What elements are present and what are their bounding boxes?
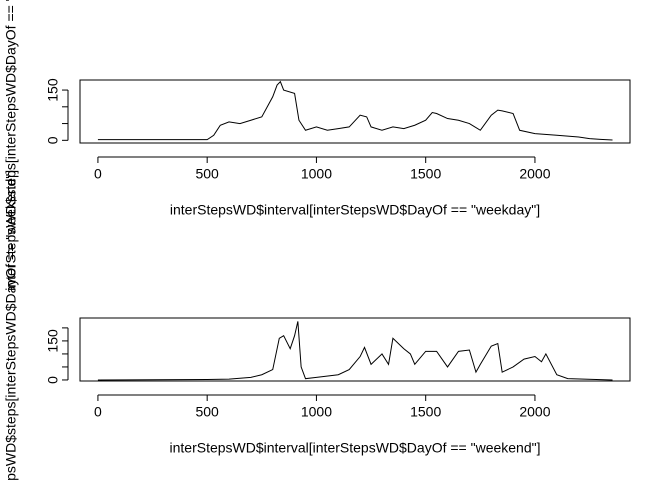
y-tick-label: 0 bbox=[45, 136, 61, 144]
x-axis-label: interStepsWD$interval[interStepsWD$DayOf… bbox=[170, 440, 541, 456]
x-axis-label: interStepsWD$interval[interStepsWD$DayOf… bbox=[170, 202, 540, 218]
line-series bbox=[97, 80, 613, 141]
x-tick-label: 1500 bbox=[410, 404, 441, 420]
y-tick-label: 150 bbox=[45, 78, 61, 102]
x-tick-label: 0 bbox=[94, 166, 102, 182]
x-tick-label: 1000 bbox=[301, 166, 332, 182]
y-axis-label: interStepsWD$steps[interStepsWD$DayOf ==… bbox=[3, 170, 19, 480]
x-tick-label: 0 bbox=[94, 404, 102, 420]
plot-box bbox=[79, 79, 631, 144]
y-tick-label: 150 bbox=[45, 329, 61, 353]
x-tick-label: 500 bbox=[195, 404, 219, 420]
plot-box bbox=[79, 317, 631, 382]
x-tick-label: 500 bbox=[195, 166, 219, 182]
line-series bbox=[97, 321, 613, 381]
x-tick-label: 2000 bbox=[519, 404, 550, 420]
y-axis-label: interStepsWD$steps[interStepsWD$DayOf ==… bbox=[3, 0, 19, 291]
x-tick-label: 1500 bbox=[410, 166, 441, 182]
y-tick-label: 0 bbox=[45, 376, 61, 384]
x-tick-label: 1000 bbox=[301, 404, 332, 420]
x-tick-label: 2000 bbox=[519, 166, 550, 182]
